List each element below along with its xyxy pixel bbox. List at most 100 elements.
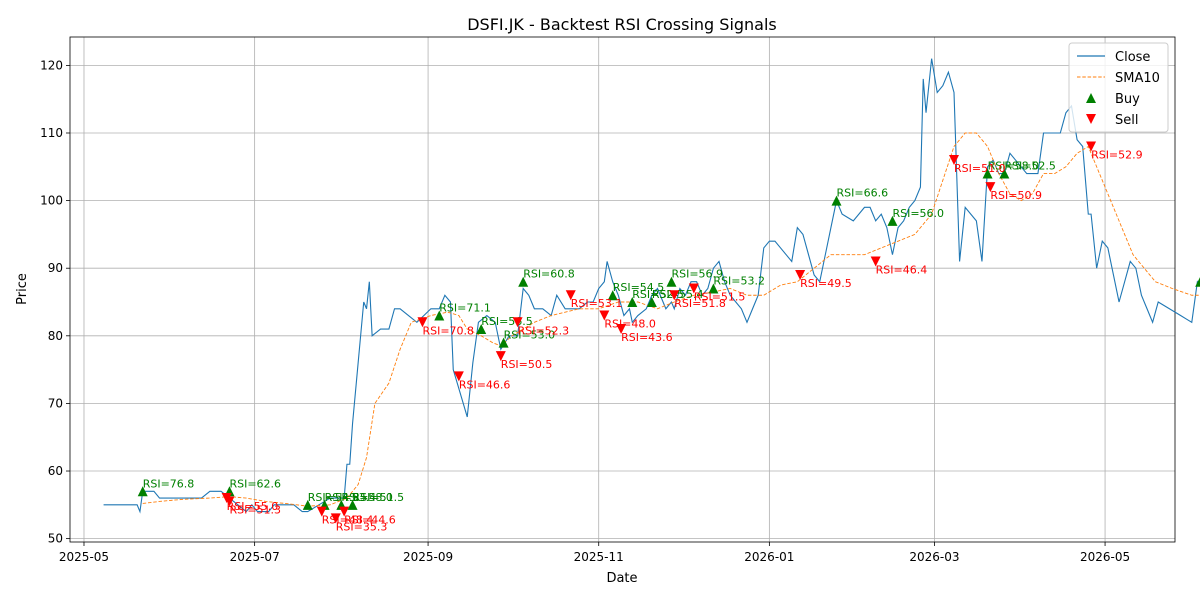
buy-rsi-label: RSI=58.0 [341,491,393,504]
buy-rsi-label: RSI=71.1 [439,302,491,315]
legend-sell-marker [1086,114,1096,124]
y-tick-label: 50 [48,532,63,546]
sell-marker [417,317,428,328]
buy-marker [1195,277,1200,287]
sell-marker [330,513,341,524]
sell-rsi-label: RSI=52.3 [518,324,570,337]
x-tick-label: 2025-09 [403,550,453,564]
sell-rsi-label: RSI=51.8 [674,297,726,310]
x-tick-label: 2026-01 [744,550,794,564]
buy-rsi-label: RSI=62.6 [229,477,281,490]
sma10-line [142,132,1200,507]
sell-marker [224,496,235,507]
x-tick-label: 2025-05 [59,550,109,564]
plot-layer [103,58,1200,514]
buy-marker [887,215,898,226]
x-tick-label: 2025-11 [574,550,624,564]
sell-rsi-label: RSI=53.1 [571,297,623,310]
y-tick-label: 100 [40,194,63,208]
buy-marker [627,297,638,308]
buy-marker [831,195,842,206]
sell-rsi-label: RSI=46.6 [459,378,511,391]
y-tick-label: 90 [48,261,63,275]
y-tick-label: 110 [40,126,63,140]
signal-layer: RSI=76.8 RSI=62.6RSI=54.8RSI=53.4RSI=58.0… [137,141,1200,533]
sell-rsi-label: RSI=48.0 [604,318,656,331]
buy-rsi-label: RSI=56.0 [892,207,944,220]
sell-rsi-label: RSI=49.5 [800,277,852,290]
buy-rsi-label: RSI=55.4 [652,288,704,301]
buy-marker [646,297,657,308]
x-tick-label: 2025-07 [230,550,280,564]
sell-rsi-label: RSI=70.8 [422,324,474,337]
sell-marker [339,506,350,517]
x-tick-label: 2026-03 [909,550,959,564]
sell-marker [985,182,996,193]
sell-marker [795,269,806,280]
chart-title: DSFI.JK - Backtest RSI Crossing Signals [467,15,777,34]
legend-label: Sell [1115,113,1138,128]
buy-marker [302,499,313,510]
sell-rsi-label: RSI=50.5 [501,358,553,371]
sell-marker [495,351,506,362]
sell-rsi-label: RSI=55.0 [227,500,279,513]
sell-marker [316,506,327,517]
sell-marker [1086,141,1097,152]
buy-rsi-label: RSI=53.4 [325,491,377,504]
buy-rsi-label: RSI=54.8 [308,491,360,504]
buy-marker [708,283,719,294]
sell-marker [949,155,959,166]
legend-label: Buy [1115,92,1140,107]
buy-rsi-label: RSI=51.5 [353,491,405,504]
sell-rsi-label: RSI=51.0 [954,162,1006,175]
buy-rsi-label: RSI=60.8 [523,268,575,281]
buy-rsi-label: RSI=54.5 [613,281,665,294]
sell-rsi-label: RSI=35.3 [336,520,388,533]
buy-rsi-label: RSI=76.8 [143,477,195,490]
buy-rsi-label: RSI=53.2 [713,274,765,287]
y-tick-label: 80 [48,329,63,343]
sell-rsi-label: RSI=52.9 [1091,149,1143,162]
buy-marker [498,337,509,348]
y-tick-label: 120 [40,58,63,72]
legend-label: SMA10 [1115,71,1160,86]
buy-marker [434,310,445,321]
y-tick-label: 60 [48,464,63,478]
legend-label: Close [1115,50,1150,65]
buy-marker [476,324,487,335]
legend-box [1068,42,1169,133]
buy-marker [999,168,1010,179]
sell-marker [565,290,576,301]
buy-rsi-label: RSI=56.9 [671,268,723,281]
sell-marker [599,310,610,321]
sell-rsi-label: RSI=44.6 [344,514,396,527]
buy-marker [137,486,148,497]
axes-layer: 2025-05 2025-07 2025-09 2025-11 2026-01 2026-… [40,36,1176,564]
sell-rsi-label: RSI=51.5 [694,290,746,303]
sell-rsi-label: RSI=51.3 [229,503,281,516]
y-axis-label: Price [15,273,30,305]
buy-marker [607,290,618,301]
buy-marker [666,276,677,287]
close-price-line [103,58,1200,514]
buy-rsi-label: RSI=58.0 [988,160,1040,173]
buy-rsi-label: RSI=52.5 [1004,160,1056,173]
sell-marker [512,317,523,328]
x-tick-label: 2026-05 [1080,550,1130,564]
sell-rsi-label: RSI=46.4 [876,263,928,276]
y-tick-label: 70 [48,396,63,410]
sell-marker [616,324,627,335]
sell-marker [669,290,680,301]
buy-marker [518,276,529,287]
grid-layer [70,37,1175,542]
sell-rsi-label: RSI=50.9 [990,189,1042,202]
buy-rsi-label: RSI=66.6 [837,187,889,200]
sell-marker [453,371,464,382]
sell-marker [688,283,699,294]
buy-marker [982,168,993,179]
buy-rsi-label: RSI=53.0 [504,329,556,342]
legend: Close SMA10 Buy Sell [1068,42,1169,133]
